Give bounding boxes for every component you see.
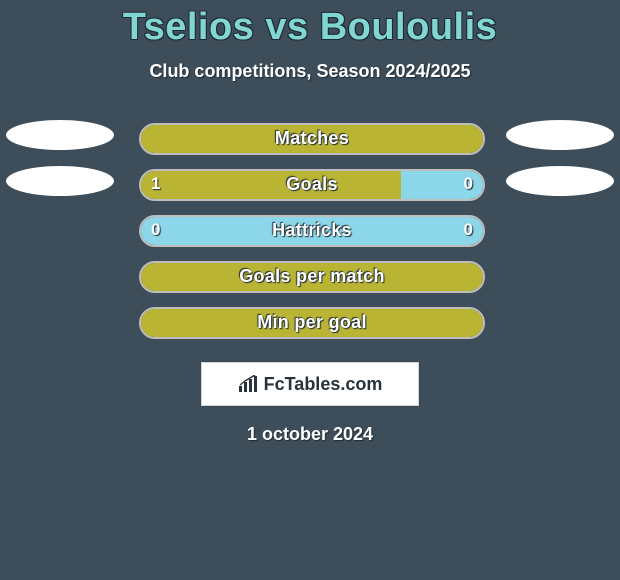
player-right-marker (506, 166, 614, 196)
stat-bar-left-fill (141, 309, 483, 337)
stats-rows: Matches10Goals00HattricksGoals per match… (0, 116, 620, 346)
page-subtitle: Club competitions, Season 2024/2025 (0, 61, 620, 82)
stat-value-right: 0 (464, 174, 473, 194)
stat-value-left: 1 (151, 174, 160, 194)
stat-bar-right-fill (141, 217, 483, 245)
stat-value-right: 0 (464, 220, 473, 240)
stat-row: Goals per match (0, 254, 620, 300)
player-right-marker (506, 120, 614, 150)
date-text: 1 october 2024 (0, 424, 620, 445)
stat-bar-left-fill (141, 125, 483, 153)
page-title: Tselios vs Bouloulis (0, 0, 620, 49)
stat-bar: Matches (139, 123, 485, 155)
stat-row: Matches (0, 116, 620, 162)
stat-bar: Min per goal (139, 307, 485, 339)
stat-bar: Goals per match (139, 261, 485, 293)
brand-logo-box: FcTables.com (201, 362, 419, 406)
player-left-marker (6, 120, 114, 150)
brand-logo: FcTables.com (238, 374, 383, 395)
stat-row: 00Hattricks (0, 208, 620, 254)
comparison-infographic: Tselios vs Bouloulis Club competitions, … (0, 0, 620, 580)
stat-row: 10Goals (0, 162, 620, 208)
bars-icon (238, 375, 260, 393)
stat-value-left: 0 (151, 220, 160, 240)
stat-bar-left-fill (141, 171, 401, 199)
stat-bar-left-fill (141, 263, 483, 291)
player-left-marker (6, 166, 114, 196)
stat-row: Min per goal (0, 300, 620, 346)
stat-bar: 00Hattricks (139, 215, 485, 247)
stat-bar: 10Goals (139, 169, 485, 201)
brand-text: FcTables.com (264, 374, 383, 395)
